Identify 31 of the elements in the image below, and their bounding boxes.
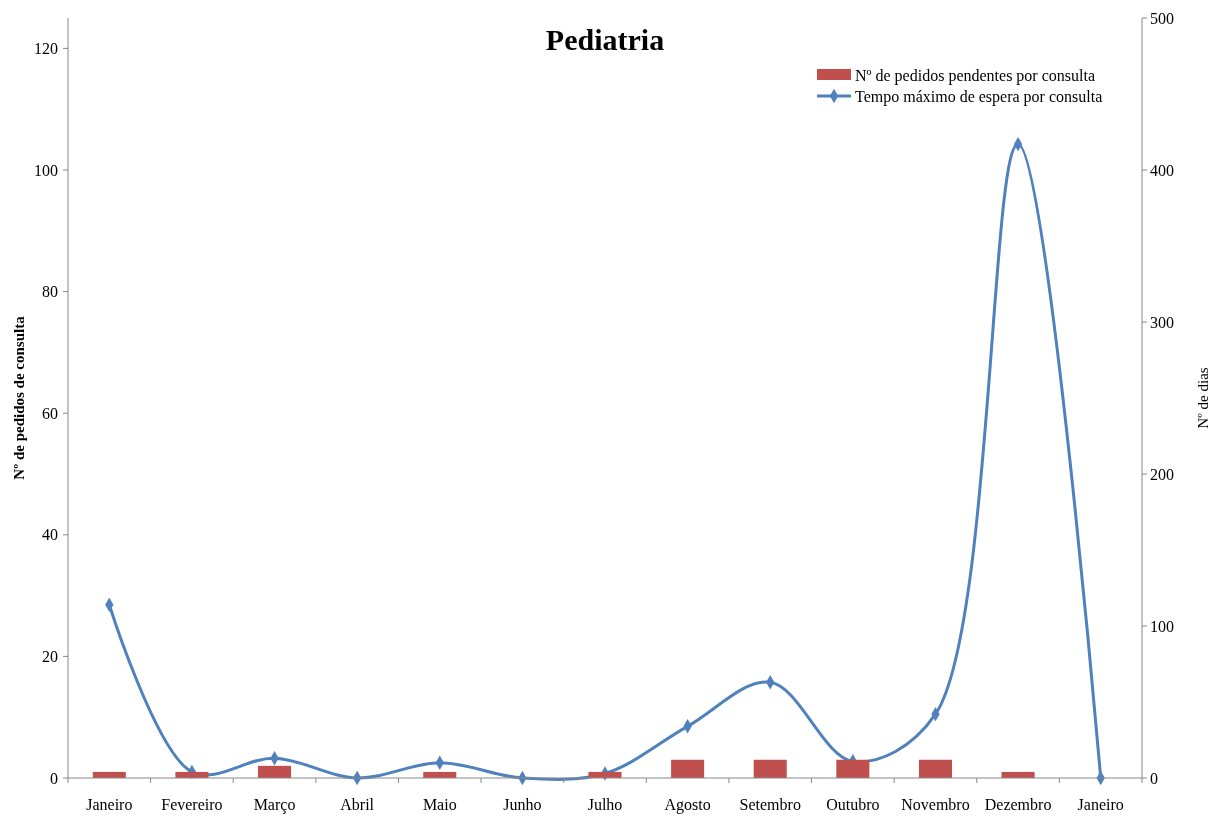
y2-tick-label: 300 xyxy=(1150,313,1174,331)
x-tick-label: Janeiro xyxy=(1077,796,1124,813)
y2-tick-label: 500 xyxy=(1150,9,1174,27)
y-tick-label: 60 xyxy=(42,404,58,422)
y2-tick-label: 100 xyxy=(1150,617,1174,635)
x-tick-label: Novembro xyxy=(901,796,970,813)
x-tick-label: Outubro xyxy=(826,796,880,813)
y-tick-label: 100 xyxy=(34,161,58,179)
x-tick-label: Maio xyxy=(422,796,457,813)
y-tick-label: 40 xyxy=(42,526,58,544)
y2-tick-label: 400 xyxy=(1150,161,1174,179)
y-tick-label: 80 xyxy=(42,283,58,301)
x-tick-label: Setembro xyxy=(739,796,801,813)
y2-tick-label: 0 xyxy=(1150,769,1158,787)
y-tick-label: 120 xyxy=(34,40,58,57)
y2-axis-title: Nº de dias xyxy=(1195,367,1211,429)
x-tick-label: Março xyxy=(253,796,296,814)
x-tick-label: Fevereiro xyxy=(161,796,223,813)
y-axis-title: Nº de pedidos de consulta xyxy=(11,315,27,480)
chart-title: Pediatria xyxy=(545,23,665,56)
x-tick-label: Dezembro xyxy=(984,796,1052,813)
x-tick-label: Abril xyxy=(340,796,375,813)
y2-tick-label: 200 xyxy=(1150,465,1174,483)
y-tick-label: 0 xyxy=(50,769,58,787)
legend-label: Nº de pedidos pendentes por consulta xyxy=(855,66,1096,85)
legend-label: Tempo máximo de espera por consulta xyxy=(855,87,1103,106)
x-tick-label: Junho xyxy=(503,796,542,813)
x-tick-label: Julho xyxy=(587,796,623,813)
x-tick-label: Agosto xyxy=(664,796,711,814)
y-tick-label: 20 xyxy=(42,648,58,665)
x-tick-label: Janeiro xyxy=(86,796,133,813)
